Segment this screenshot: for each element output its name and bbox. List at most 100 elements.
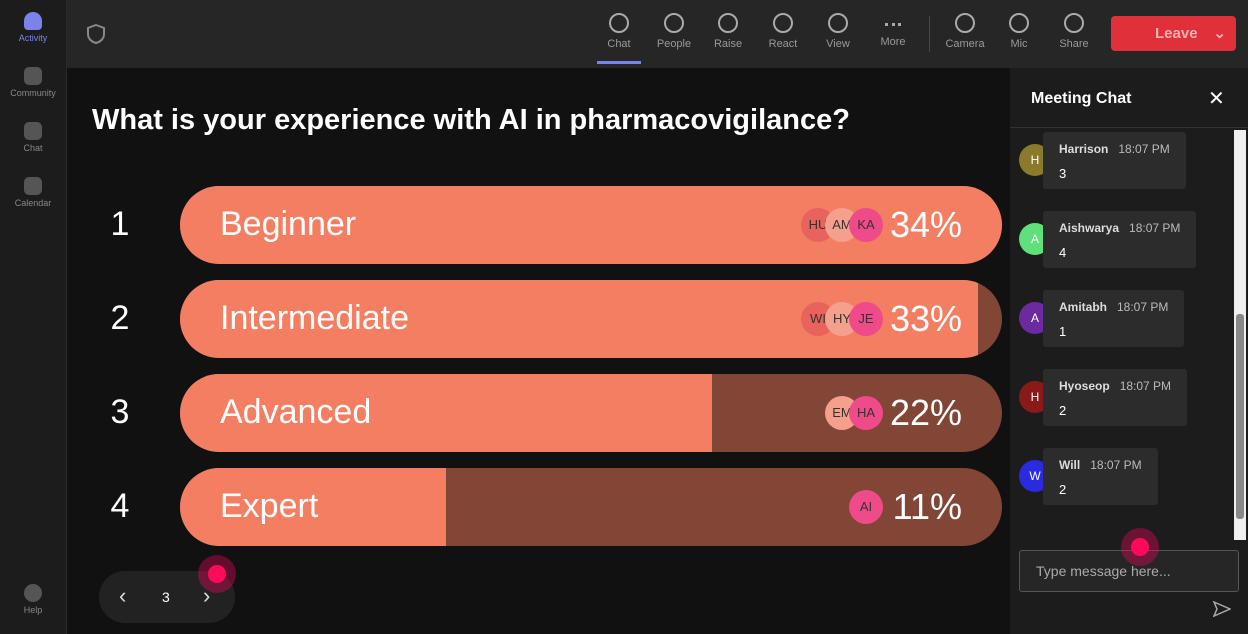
sidebar: Help Activity Community Chat Calendar [0,0,67,634]
toolbar-icon [664,13,684,33]
option-percent: 11% [892,486,962,527]
toolbar-label: Mic [1010,38,1028,50]
sidebar-label: Activity [18,33,48,43]
sidebar-label: Chat [23,143,43,153]
option-number: 4 [110,487,130,525]
toolbar-label: Share [1059,38,1089,50]
toolbar-button[interactable]: Share [1049,13,1099,50]
help-button[interactable]: Help [0,584,66,615]
cursor-highlight [198,555,236,593]
chat-message: Will 18:07 PM 2 [1043,448,1158,505]
sidebar-icon [24,177,42,195]
poll-bar-fill [180,468,446,546]
toolbar-button[interactable]: Camera [940,13,990,50]
leave-button[interactable]: Leave ⌄ [1111,16,1236,51]
toolbar-button[interactable]: View [813,13,863,50]
message-time: 18:07 PM [1117,300,1169,314]
toolbar-icon [1009,13,1029,33]
toolbar-button[interactable]: Mic [994,13,1044,50]
help-label: Help [23,605,43,615]
sender-name: Aishwarya [1059,221,1120,235]
toolbar-button[interactable]: Chat [594,13,644,50]
message-text: 2 [1059,403,1067,418]
close-button[interactable]: ✕ [1208,88,1225,110]
option-label: Intermediate [220,299,409,337]
message-input[interactable]: Type message here... [1019,550,1239,592]
option-percent: 34% [889,204,962,245]
send-button[interactable] [1213,600,1231,618]
sidebar-icon [24,67,42,85]
toolbar-icon [885,23,901,31]
sidebar-label: Calendar [14,198,52,208]
toolbar-label: People [656,38,692,50]
toolbar-icon [955,13,975,33]
chat-message: Amitabh 18:07 PM 1 [1043,290,1185,347]
voter-avatar: KA [849,208,883,242]
sender-name: Will [1059,458,1081,472]
toolbar-icon [773,13,793,33]
toolbar-label: Raise [713,38,743,50]
option-number: 2 [110,299,130,337]
sender-name: Harrison [1059,142,1109,156]
message-header: Amitabh 18:07 PM [1059,298,1168,316]
message-text: 1 [1059,324,1067,339]
voter-avatar: JE [849,302,883,336]
sender-name: Hyoseop [1059,379,1110,393]
poll-question: What is your experience with AI in pharm… [92,104,850,136]
toolbar-label: Camera [945,38,985,50]
option-percent: 33% [889,298,962,339]
chat-message: Harrison 18:07 PM 3 [1043,132,1186,189]
option-number: 1 [110,205,130,243]
voter-avatar: HA [849,396,883,430]
chat-message: Hyoseop 18:07 PM 2 [1043,369,1188,426]
message-text: 4 [1059,245,1067,260]
input-placeholder: Type message here... [1036,563,1171,579]
divider [1010,127,1248,128]
message-header: Will 18:07 PM [1059,456,1142,474]
option-number: 3 [110,393,130,431]
message-time: 18:07 PM [1129,221,1181,235]
toolbar-button[interactable]: People [649,13,699,50]
toolbar-icon [1064,13,1084,33]
toolbar-icon [718,13,738,33]
cursor-highlight [1121,528,1159,566]
page-number: 3 [162,589,170,605]
sidebar-label: Community [10,88,56,98]
poll-bar-fill [180,374,712,452]
leave-label: Leave [1155,25,1198,42]
chat-title: Meeting Chat [1031,90,1132,107]
message-text: 2 [1059,482,1067,497]
separator [929,16,930,52]
toolbar-button[interactable]: More [868,13,918,48]
next-button[interactable]: › [203,583,211,608]
option-percent: 22% [889,392,962,433]
sidebar-item[interactable]: Activity [0,12,66,43]
sender-name: Amitabh [1059,300,1107,314]
sidebar-item[interactable]: Calendar [0,177,66,208]
message-header: Harrison 18:07 PM [1059,140,1170,158]
active-tab-indicator [597,61,641,64]
message-text: 3 [1059,166,1067,181]
toolbar-button[interactable]: React [758,13,808,50]
sidebar-icon [24,122,42,140]
prev-button[interactable]: ‹ [119,583,127,608]
toolbar-button[interactable]: Raise [703,13,753,50]
scrollbar[interactable] [1234,130,1246,540]
shield-icon [87,24,105,44]
voter-avatar: AI [849,490,883,524]
chat-message: Aishwarya 18:07 PM 4 [1043,211,1197,268]
message-time: 18:07 PM [1090,458,1142,472]
option-label: Advanced [220,393,372,431]
toolbar-label: React [768,38,798,50]
sidebar-item[interactable]: Community [0,67,66,98]
option-label: Beginner [220,205,357,243]
sidebar-item[interactable]: Chat [0,122,66,153]
message-time: 18:07 PM [1119,379,1172,393]
toolbar-label: More [880,36,906,48]
message-time: 18:07 PM [1118,142,1170,156]
toolbar [67,0,1248,68]
toolbar-label: Chat [607,38,631,50]
message-header: Hyoseop 18:07 PM [1059,377,1171,395]
poll-bar[interactable] [180,186,1002,264]
